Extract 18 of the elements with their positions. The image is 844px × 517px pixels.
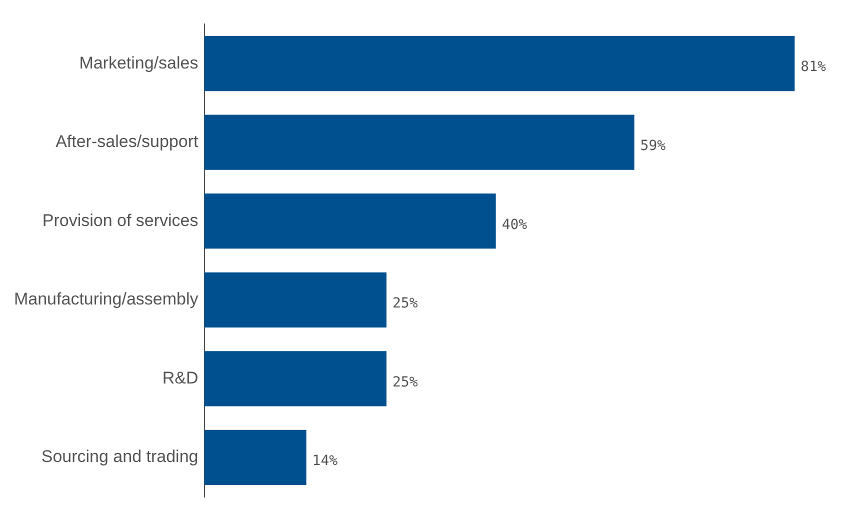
- y-tick-label: Sourcing and trading: [41, 447, 198, 466]
- bar: [204, 194, 496, 249]
- data-label: 25%: [392, 296, 418, 312]
- bar: [204, 272, 386, 328]
- y-tick-label: Manufacturing/assembly: [14, 290, 199, 309]
- data-label: 25%: [392, 374, 418, 390]
- data-label: 14%: [312, 453, 338, 470]
- bar: [204, 430, 306, 485]
- bar: [204, 351, 386, 406]
- data-label: 59%: [640, 138, 666, 154]
- y-tick-label: Provision of services: [42, 210, 198, 230]
- data-label: 81%: [800, 59, 827, 76]
- y-tick-label: R&D: [162, 368, 198, 388]
- y-tick-label: Marketing/sales: [79, 53, 198, 72]
- bar: [204, 114, 634, 170]
- data-label: 40%: [502, 216, 528, 233]
- y-tick-label: After-sales/support: [56, 132, 199, 152]
- bar: [204, 36, 795, 92]
